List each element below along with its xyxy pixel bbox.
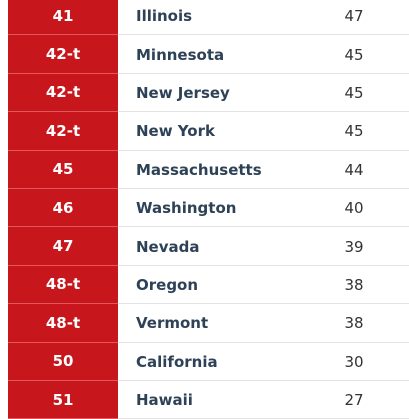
table-row: 41 Illinois 47 bbox=[0, 0, 409, 36]
table-row: 46 Washington 40 bbox=[0, 189, 409, 228]
state-name: New York bbox=[136, 122, 215, 141]
row-separator bbox=[118, 379, 409, 381]
table-row: 50 California 30 bbox=[0, 342, 409, 381]
score-cell: 44 bbox=[344, 160, 364, 179]
state-name: Minnesota bbox=[136, 45, 225, 64]
state-name: California bbox=[136, 352, 218, 371]
rank-cell: 47 bbox=[8, 227, 118, 266]
score-cell: 45 bbox=[344, 45, 364, 64]
state-name: Illinois bbox=[136, 7, 193, 26]
table-row: 42-t New York 45 bbox=[0, 112, 409, 151]
state-name: Oregon bbox=[136, 275, 199, 294]
row-separator bbox=[118, 226, 409, 228]
row-separator bbox=[118, 187, 409, 189]
table-row: 51 Hawaii 27 bbox=[0, 381, 409, 419]
state-name: New Jersey bbox=[136, 83, 230, 102]
score-cell: 30 bbox=[344, 352, 364, 371]
score-cell: 38 bbox=[344, 275, 364, 294]
row-separator bbox=[118, 149, 409, 151]
score-cell: 27 bbox=[344, 391, 364, 410]
state-name: Nevada bbox=[136, 237, 200, 256]
score-cell: 40 bbox=[344, 199, 364, 218]
rank-cell: 42-t bbox=[8, 112, 118, 151]
table-row: 42-t Minnesota 45 bbox=[0, 35, 409, 74]
table-row: 47 Nevada 39 bbox=[0, 227, 409, 266]
rank-cell: 48-t bbox=[8, 265, 118, 305]
rank-cell: 45 bbox=[8, 150, 118, 189]
score-cell: 47 bbox=[344, 7, 364, 26]
row-separator bbox=[118, 341, 409, 343]
score-cell: 38 bbox=[344, 314, 364, 333]
row-separator bbox=[118, 264, 409, 266]
score-cell: 45 bbox=[344, 122, 364, 141]
table-row: 42-t New Jersey 45 bbox=[0, 73, 409, 113]
rank-cell: 41 bbox=[8, 0, 118, 36]
rank-cell: 46 bbox=[8, 189, 118, 228]
table-row: 48-t Vermont 38 bbox=[0, 304, 409, 343]
state-name: Washington bbox=[136, 199, 237, 218]
state-name: Massachusetts bbox=[136, 160, 262, 179]
rank-cell: 50 bbox=[8, 342, 118, 381]
score-cell: 39 bbox=[344, 237, 364, 256]
table-row: 45 Massachusetts 44 bbox=[0, 150, 409, 189]
table-row: 48-t Oregon 38 bbox=[0, 265, 409, 305]
row-separator bbox=[118, 34, 409, 36]
row-separator bbox=[118, 72, 409, 74]
rank-cell: 42-t bbox=[8, 35, 118, 74]
score-cell: 45 bbox=[344, 83, 364, 102]
row-separator bbox=[118, 111, 409, 113]
row-separator bbox=[118, 303, 409, 305]
rank-cell: 48-t bbox=[8, 304, 118, 343]
state-name: Hawaii bbox=[136, 391, 193, 410]
rank-cell: 51 bbox=[8, 381, 118, 419]
rank-cell: 42-t bbox=[8, 73, 118, 113]
state-name: Vermont bbox=[136, 314, 209, 333]
